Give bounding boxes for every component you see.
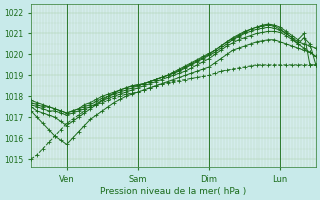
X-axis label: Pression niveau de la mer( hPa ): Pression niveau de la mer( hPa ): [100, 187, 247, 196]
